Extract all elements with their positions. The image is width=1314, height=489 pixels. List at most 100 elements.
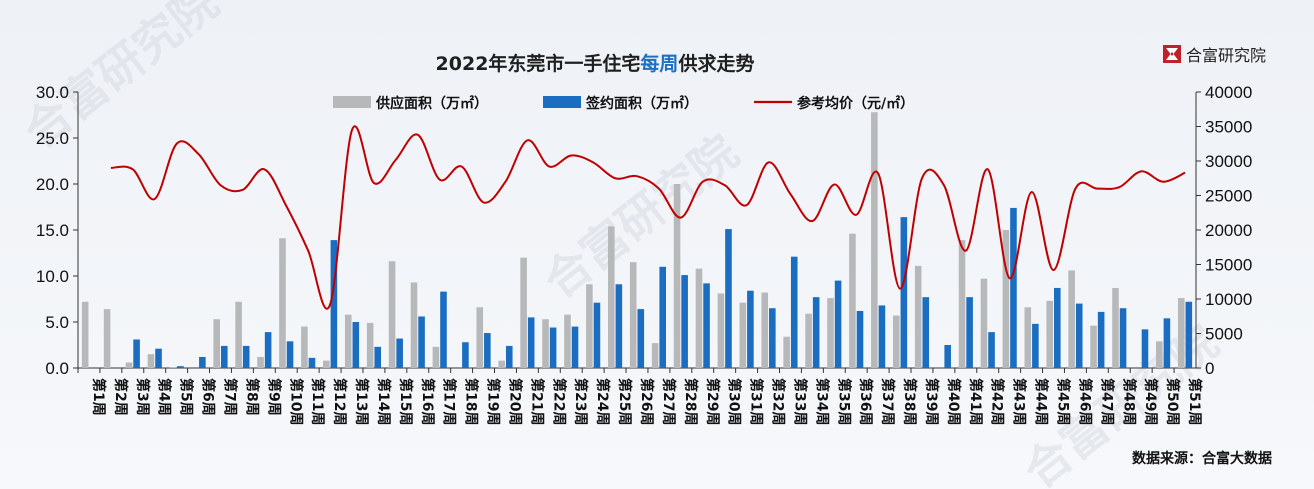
- supply-bar: [520, 257, 527, 368]
- signed-bar: [988, 332, 995, 368]
- supply-bar: [125, 362, 133, 368]
- right-tick-label: 25000: [1205, 187, 1252, 206]
- supply-bar: [1177, 298, 1185, 368]
- supply-bar: [980, 278, 988, 368]
- supply-bar: [388, 261, 396, 368]
- data-source: 数据来源：合富大数据: [1132, 450, 1272, 467]
- x-tick-label: 第32周: [770, 378, 787, 425]
- signed-bar: [1097, 311, 1105, 368]
- left-tick-label: 0.0: [45, 359, 69, 378]
- x-tick-label: 第34周: [813, 378, 830, 425]
- x-tick-label: 第29周: [704, 378, 721, 425]
- signed-bar: [1054, 287, 1061, 368]
- supply-bar: [103, 309, 111, 368]
- signed-bar: [1010, 207, 1017, 368]
- signed-bar: [199, 356, 206, 368]
- legend: 供应面积（万㎡） 签约面积（万㎡） 参考均价（元/㎡）: [333, 95, 914, 112]
- supply-bar: [279, 238, 286, 368]
- chart-title-post: 供求走势: [677, 52, 754, 75]
- signed-bar: [352, 322, 360, 368]
- watermark: 合富研究院: [534, 125, 748, 309]
- x-tick-label: 第49周: [1142, 378, 1159, 425]
- signed-bar: [593, 302, 601, 368]
- signed-bar: [571, 326, 579, 368]
- left-tick-label: 30.0: [36, 83, 69, 102]
- x-tick-label: 第51周: [1186, 378, 1203, 425]
- x-tick-label: 第25周: [616, 378, 633, 425]
- signed-bar: [703, 283, 710, 368]
- x-tick-label: 第24周: [594, 378, 611, 425]
- signed-bar: [878, 305, 886, 368]
- x-tick-label: 第47周: [1098, 378, 1115, 425]
- supply-bar: [849, 233, 856, 368]
- supply-bar: [761, 292, 769, 368]
- x-tick-label: 第36周: [857, 378, 874, 425]
- supply-bar: [432, 346, 440, 368]
- supply-bar: [169, 367, 177, 368]
- supply-bar: [739, 302, 747, 368]
- signed-bar: [1163, 318, 1171, 368]
- x-tick-label: 第16周: [419, 378, 436, 425]
- logo-mark-icon: [1163, 45, 1181, 63]
- supply-bar: [673, 184, 681, 368]
- signed-bar: [834, 280, 842, 368]
- signed-bar: [418, 316, 425, 368]
- x-tick-label: 第26周: [638, 378, 655, 425]
- supply-bar: [1002, 230, 1010, 368]
- x-tick-label: 第4周: [156, 378, 173, 416]
- chart-title-pre: 2022年东莞市一手住宅: [436, 52, 641, 75]
- x-tick-label: 第38周: [901, 378, 918, 425]
- x-tick-label: 第3周: [134, 378, 151, 416]
- legend-label-price: 参考均价（元/㎡）: [797, 95, 914, 112]
- supply-bar: [498, 360, 505, 368]
- supply-bar: [892, 315, 900, 368]
- chart-title: 2022年东莞市一手住宅每周供求走势: [436, 52, 755, 75]
- x-tick-label: 第15周: [397, 378, 414, 425]
- left-tick-label: 25.0: [36, 129, 69, 148]
- signed-bar: [1032, 323, 1039, 368]
- x-tick-label: 第37周: [879, 378, 896, 425]
- x-tick-label: 第5周: [178, 378, 195, 416]
- signed-bar: [1075, 303, 1083, 368]
- x-tick-label: 第11周: [309, 378, 326, 425]
- logo-glyph-icon: [1166, 48, 1178, 60]
- x-tick-label: 第42周: [989, 378, 1006, 425]
- right-tick-label: 40000: [1205, 83, 1252, 102]
- signed-bar: [725, 229, 732, 368]
- x-tick-label: 第48周: [1120, 378, 1137, 425]
- brand-logo: 合富研究院: [1163, 45, 1266, 65]
- supply-bar: [827, 298, 834, 368]
- x-tick-label: 第19周: [485, 378, 502, 425]
- supply-bar: [717, 293, 725, 368]
- supply-bar: [323, 360, 330, 368]
- supply-bar: [476, 307, 484, 368]
- legend-label-signed: 签约面积（万㎡）: [585, 95, 698, 112]
- supply-bar: [213, 319, 220, 368]
- signed-bar: [856, 310, 864, 368]
- right-tick-label: 15000: [1205, 256, 1252, 275]
- signed-bar: [330, 240, 338, 368]
- x-tick-label: 第10周: [287, 378, 304, 425]
- x-tick-label: 第13周: [353, 378, 370, 425]
- supply-bar: [783, 336, 790, 368]
- signed-bar: [264, 332, 272, 368]
- x-tick-label: 第17周: [441, 378, 458, 425]
- left-tick-label: 10.0: [36, 267, 69, 286]
- supply-bar: [1068, 270, 1075, 368]
- x-tick-label: 第18周: [463, 378, 480, 425]
- left-tick-label: 5.0: [45, 313, 69, 332]
- plot-area: 0.0 5.0 10.0 15.0 20.0 25.0 30.0 0 5000 10000 1500…: [36, 83, 1252, 425]
- x-tick-label: 第1周: [90, 378, 107, 416]
- x-tick-label: 第50周: [1164, 378, 1181, 425]
- supply-bar: [1046, 300, 1054, 368]
- signed-bar: [790, 256, 798, 368]
- signed-bar: [1141, 329, 1149, 368]
- signed-bar: [462, 342, 469, 368]
- left-tick-label: 15.0: [36, 221, 69, 240]
- signed-bar: [484, 333, 491, 368]
- signed-bar: [440, 291, 447, 368]
- signed-bar: [133, 339, 140, 368]
- supply-bar: [695, 268, 703, 368]
- signed-bar: [922, 297, 930, 368]
